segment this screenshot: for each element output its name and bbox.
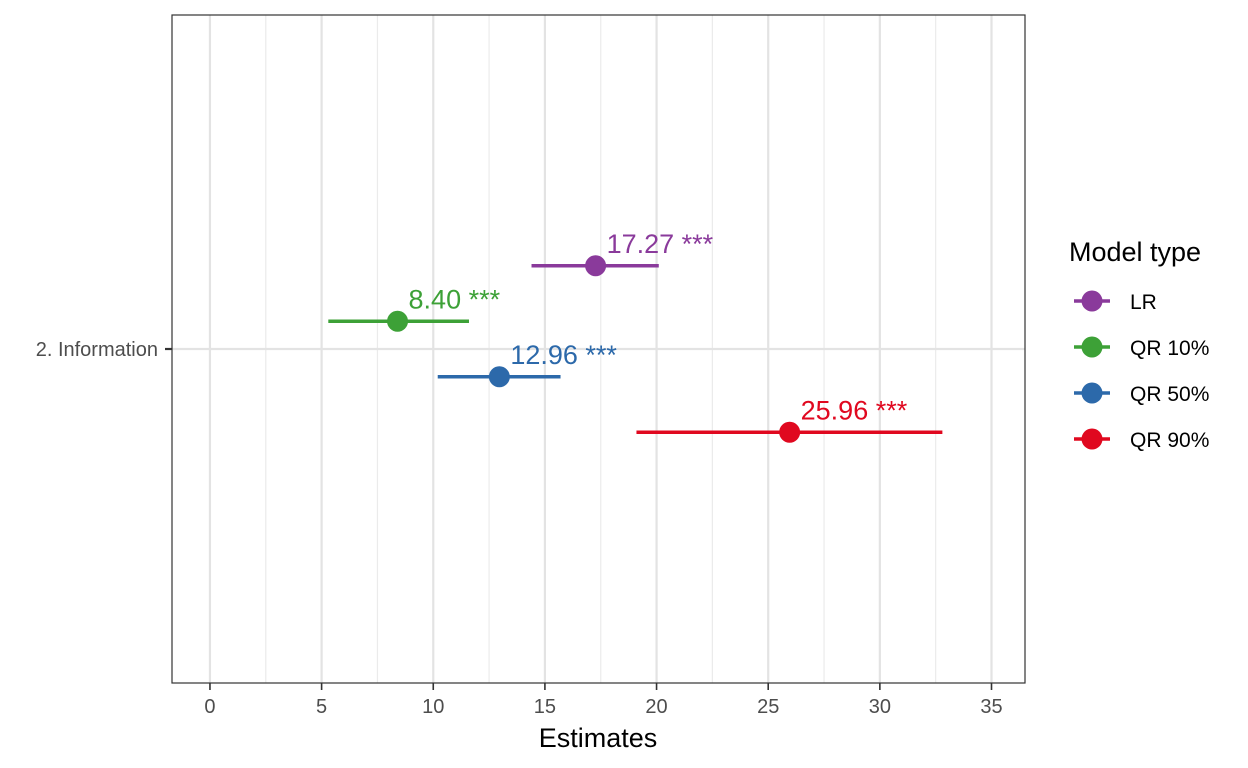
legend-key-point xyxy=(1081,336,1103,358)
legend-title: Model type xyxy=(1069,237,1201,267)
estimate-point xyxy=(488,366,510,388)
legend-item: QR 90% xyxy=(1074,428,1209,452)
legend-item: QR 50% xyxy=(1074,382,1209,406)
estimate-label: 25.96 *** xyxy=(801,395,908,425)
x-tick-label: 15 xyxy=(534,696,556,718)
x-tick-label: 20 xyxy=(645,696,667,718)
x-tick-label: 0 xyxy=(204,696,215,718)
y-tick-label: 2. Information xyxy=(36,339,158,361)
estimate-point xyxy=(585,255,607,277)
x-tick-label: 5 xyxy=(316,696,327,718)
legend-item: QR 10% xyxy=(1074,336,1209,360)
x-axis-ticks: 0 5 10 15 20 25 30 35 xyxy=(204,683,1003,718)
x-axis-title: Estimates xyxy=(539,723,658,753)
y-axis-ticks: 2. Information xyxy=(36,339,172,361)
x-tick-label: 25 xyxy=(757,696,779,718)
legend-label: QR 90% xyxy=(1130,429,1209,452)
legend: Model type LR QR 10% QR 50% QR 90% xyxy=(1069,237,1209,452)
series-lr: 17.27 *** xyxy=(531,229,714,277)
x-tick-label: 30 xyxy=(869,696,891,718)
estimate-label: 17.27 *** xyxy=(607,229,714,259)
x-tick-label: 35 xyxy=(980,696,1002,718)
legend-key-point xyxy=(1081,290,1103,312)
series-qr-10-: 8.40 *** xyxy=(328,284,501,332)
legend-label: QR 10% xyxy=(1130,337,1209,360)
x-tick-label: 10 xyxy=(422,696,444,718)
estimate-point xyxy=(779,421,801,443)
estimate-point xyxy=(387,310,409,332)
series-qr-50-: 12.96 *** xyxy=(437,340,617,388)
legend-label: QR 50% xyxy=(1130,383,1209,406)
legend-key-point xyxy=(1081,428,1103,450)
series-group: 17.27 *** 8.40 *** 12.96 *** 25.96 *** xyxy=(328,229,943,443)
estimate-label: 12.96 *** xyxy=(510,340,617,370)
legend-label: LR xyxy=(1130,291,1157,314)
estimate-label: 8.40 *** xyxy=(409,284,501,314)
series-qr-90-: 25.96 *** xyxy=(636,395,943,443)
legend-key-point xyxy=(1081,382,1103,404)
major-gridlines xyxy=(172,15,1025,683)
legend-item: LR xyxy=(1074,290,1157,314)
